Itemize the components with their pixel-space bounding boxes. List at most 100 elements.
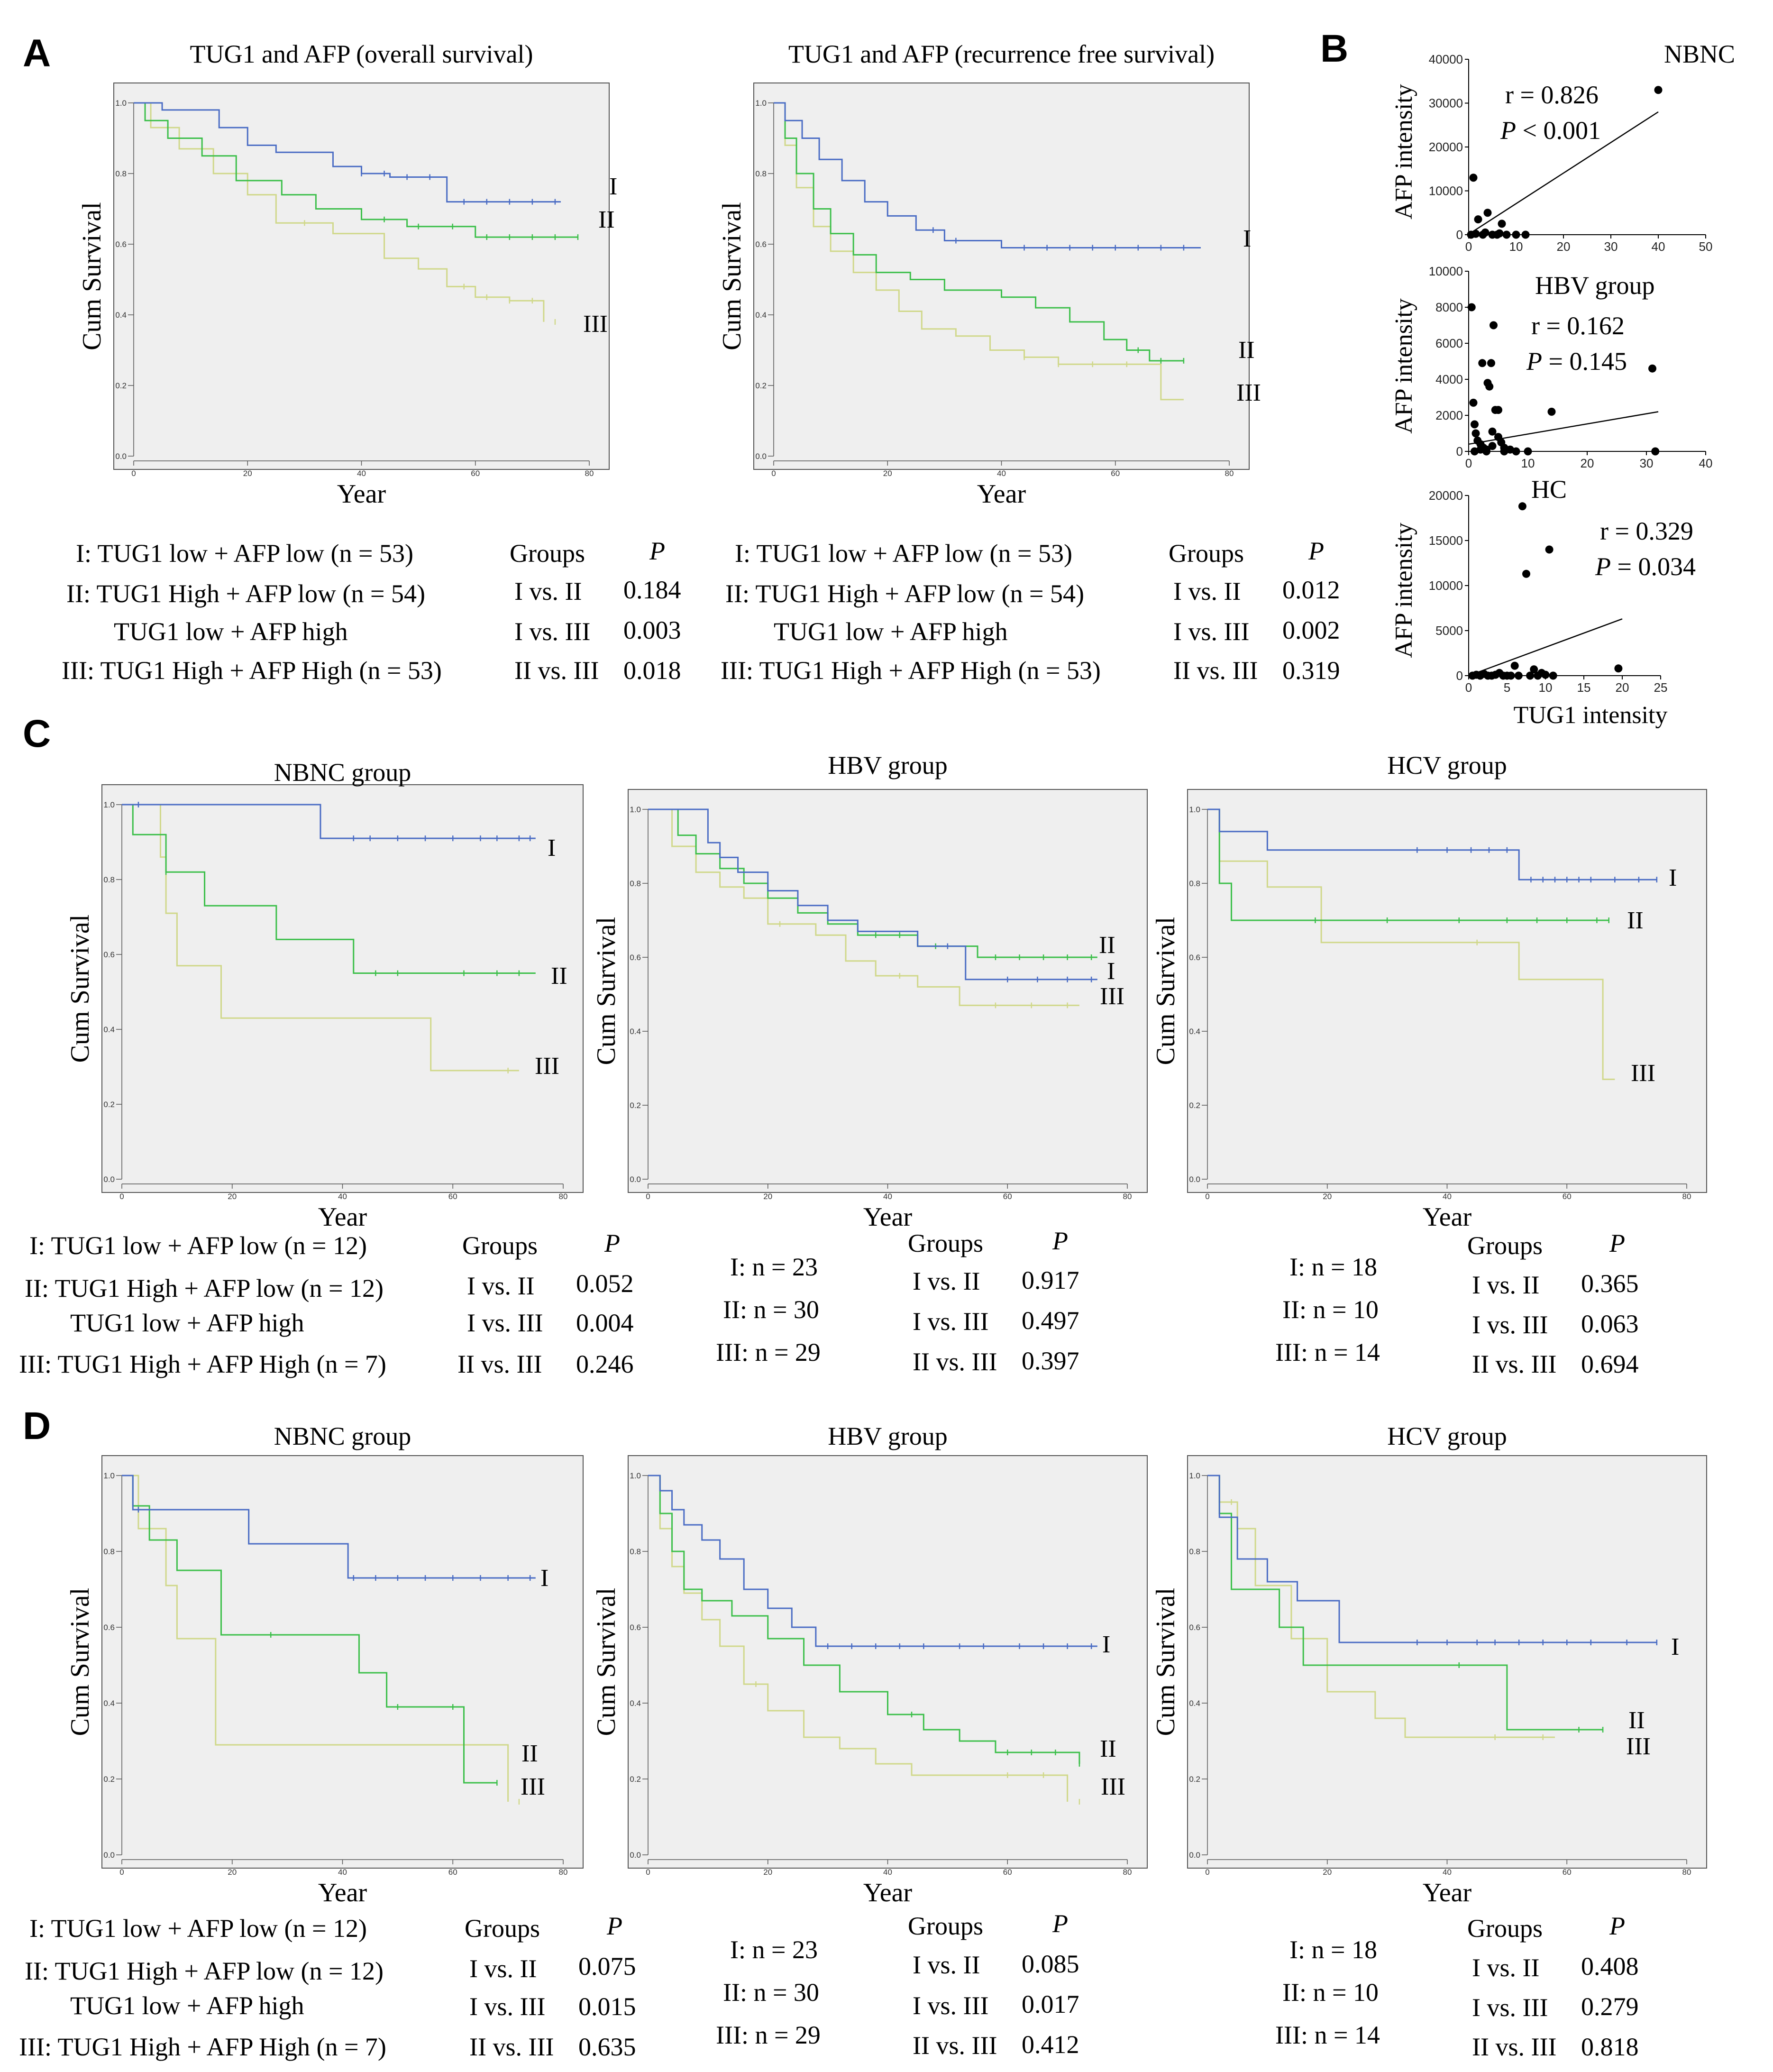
plot-area [113, 83, 610, 470]
km-curve-i [648, 1475, 1097, 1647]
x-tick-label: 10 [1539, 680, 1553, 695]
y-tick-label: 1.0 [755, 99, 767, 108]
km-curve-ii [134, 102, 578, 238]
stats-p-value: 0.015 [578, 1992, 636, 2021]
x-tick-label: 80 [1123, 1192, 1132, 1201]
panel-label-b: B [1320, 27, 1348, 70]
y-tick-label: 0.4 [103, 1699, 115, 1708]
plot-area [628, 789, 1148, 1193]
y-tick-label: 0.0 [630, 1851, 641, 1860]
chart-title: NBNC group [274, 1422, 411, 1450]
x-tick-label: 60 [1563, 1868, 1572, 1877]
y-tick-label: 0.6 [1189, 953, 1200, 962]
x-tick-label: 40 [1699, 456, 1713, 470]
scatter-point [1530, 665, 1538, 674]
x-tick-label: 40 [1443, 1868, 1452, 1877]
stats-comparison: II vs. III [469, 2033, 554, 2061]
y-tick-label: 20000 [1429, 140, 1463, 154]
stats-table-c-hcv: Groups P I vs. II 0.365 I vs. III 0.063 … [1467, 1229, 1639, 1378]
y-tick-label: 0.8 [1189, 879, 1200, 888]
km-curve-ii [122, 1475, 497, 1784]
scatter-point [1521, 230, 1530, 239]
curve-label: III [535, 1053, 559, 1080]
scatter-point [1541, 670, 1550, 679]
stats-comparison: II vs. III [1173, 656, 1258, 685]
y-axis-label: Cum Survival [1151, 917, 1180, 1065]
y-tick-label: 0.2 [103, 1100, 115, 1109]
stats-p-value: 0.017 [1022, 1990, 1079, 2018]
y-tick-label: 0 [1456, 669, 1463, 683]
y-tick-label: 0.4 [1189, 1027, 1200, 1036]
stats-p-value: 0.012 [1282, 576, 1340, 604]
scatter-point [1481, 228, 1490, 237]
curve-label: I [1107, 958, 1115, 985]
legend-d-g1: I: TUG1 low + AFP low (n = 12) [29, 1914, 367, 1943]
x-axis-label: Year [1423, 1878, 1472, 1907]
scatter-b-hbv: 0 2000 4000 6000 8000 10000 0 10 20 30 40 AFP inten… [1390, 264, 1712, 470]
km-curve-ii [122, 804, 536, 974]
curve-label: I [609, 173, 617, 200]
curve-label: III [1101, 1773, 1125, 1800]
y-tick-label: 0.2 [115, 381, 127, 390]
stats-comparison: II vs. III [913, 2031, 997, 2060]
y-tick-label: 8000 [1435, 300, 1463, 314]
y-tick-label: 0.2 [1189, 1775, 1200, 1784]
legend-c-hbv: I: n = 23 II: n = 30 III: n = 29 [716, 1253, 821, 1366]
curve-label: II [551, 963, 567, 990]
x-axis-label: Year [1423, 1202, 1472, 1232]
legend-d-g2b: TUG1 low + AFP high [70, 1991, 304, 2020]
stats-comparison: I vs. II [1472, 1271, 1539, 1299]
scatter-point [1514, 671, 1523, 680]
x-tick-label: 40 [338, 1192, 347, 1201]
scatter-point [1482, 447, 1490, 456]
x-tick-label: 20 [1581, 456, 1594, 470]
x-tick-label: 15 [1577, 680, 1591, 695]
y-tick-label: 2000 [1435, 408, 1463, 422]
legend-c-hbv-g2: II: n = 30 [723, 1295, 819, 1324]
stats-comparison: I vs. II [469, 1954, 537, 1983]
y-tick-label: 0 [1456, 444, 1463, 458]
x-tick-label: 60 [448, 1192, 457, 1201]
km-curve-iii [774, 102, 1184, 401]
km-curve-i [774, 102, 1201, 248]
stats-p-value: 0.694 [1581, 1350, 1639, 1378]
stats-header-groups: Groups [1169, 539, 1244, 568]
stats-header-groups: Groups [462, 1231, 538, 1260]
y-tick-label: 0.2 [630, 1775, 641, 1784]
x-tick-label: 80 [1123, 1868, 1132, 1877]
scatter-point [1478, 359, 1487, 367]
y-tick-label: 1.0 [630, 805, 641, 814]
km-curve-i [648, 808, 1097, 981]
y-tick-label: 0.2 [103, 1775, 115, 1784]
scatter-point [1490, 321, 1498, 330]
y-tick-label: 0.4 [1189, 1699, 1200, 1708]
p-value: = 0.034 [1611, 552, 1696, 581]
legend-c-hcv-g3: III: n = 14 [1275, 1338, 1380, 1366]
x-axis-label: TUG1 intensity [1514, 702, 1668, 729]
scatter-point [1545, 545, 1554, 554]
stats-table-c-hbv: Groups P I vs. II 0.917 I vs. III 0.497 … [908, 1227, 1079, 1376]
x-tick-label: 0 [1205, 1192, 1209, 1201]
x-tick-label: 0 [646, 1868, 650, 1877]
curve-label: III [1236, 379, 1261, 406]
x-tick-label: 60 [1003, 1868, 1012, 1877]
group-label: NBNC [1664, 40, 1735, 68]
stats-p-value: 0.497 [1022, 1306, 1079, 1335]
stats-p-value: 0.075 [578, 1952, 636, 1980]
stats-header-groups: Groups [465, 1914, 540, 1943]
y-tick-label: 0.4 [630, 1699, 641, 1708]
stats-p-value: 0.004 [576, 1309, 634, 1337]
x-tick-label: 10 [1521, 456, 1535, 470]
scatter-point [1488, 427, 1497, 436]
km-plot-d-hcv: HCV group 0.0 0.2 0.4 0.6 0.8 1.0 0 20 40 60 80 Year… [1151, 1422, 1707, 1907]
legend-a-g3: III: TUG1 High + AFP High (n = 53) [721, 656, 1101, 685]
scatter-point [1654, 86, 1663, 94]
scatter-point [1502, 230, 1511, 239]
y-tick-label: 0.6 [630, 953, 641, 962]
stats-comparison: II vs. III [913, 1348, 997, 1376]
scatter-point [1507, 671, 1515, 680]
x-tick-label: 60 [1003, 1192, 1012, 1201]
stats-header-p: P [649, 537, 665, 565]
x-tick-label: 20 [228, 1192, 237, 1201]
curve-label: I [1669, 864, 1677, 891]
